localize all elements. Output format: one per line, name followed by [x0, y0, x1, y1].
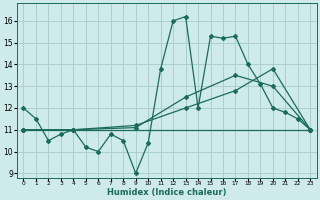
X-axis label: Humidex (Indice chaleur): Humidex (Indice chaleur)	[107, 188, 227, 197]
